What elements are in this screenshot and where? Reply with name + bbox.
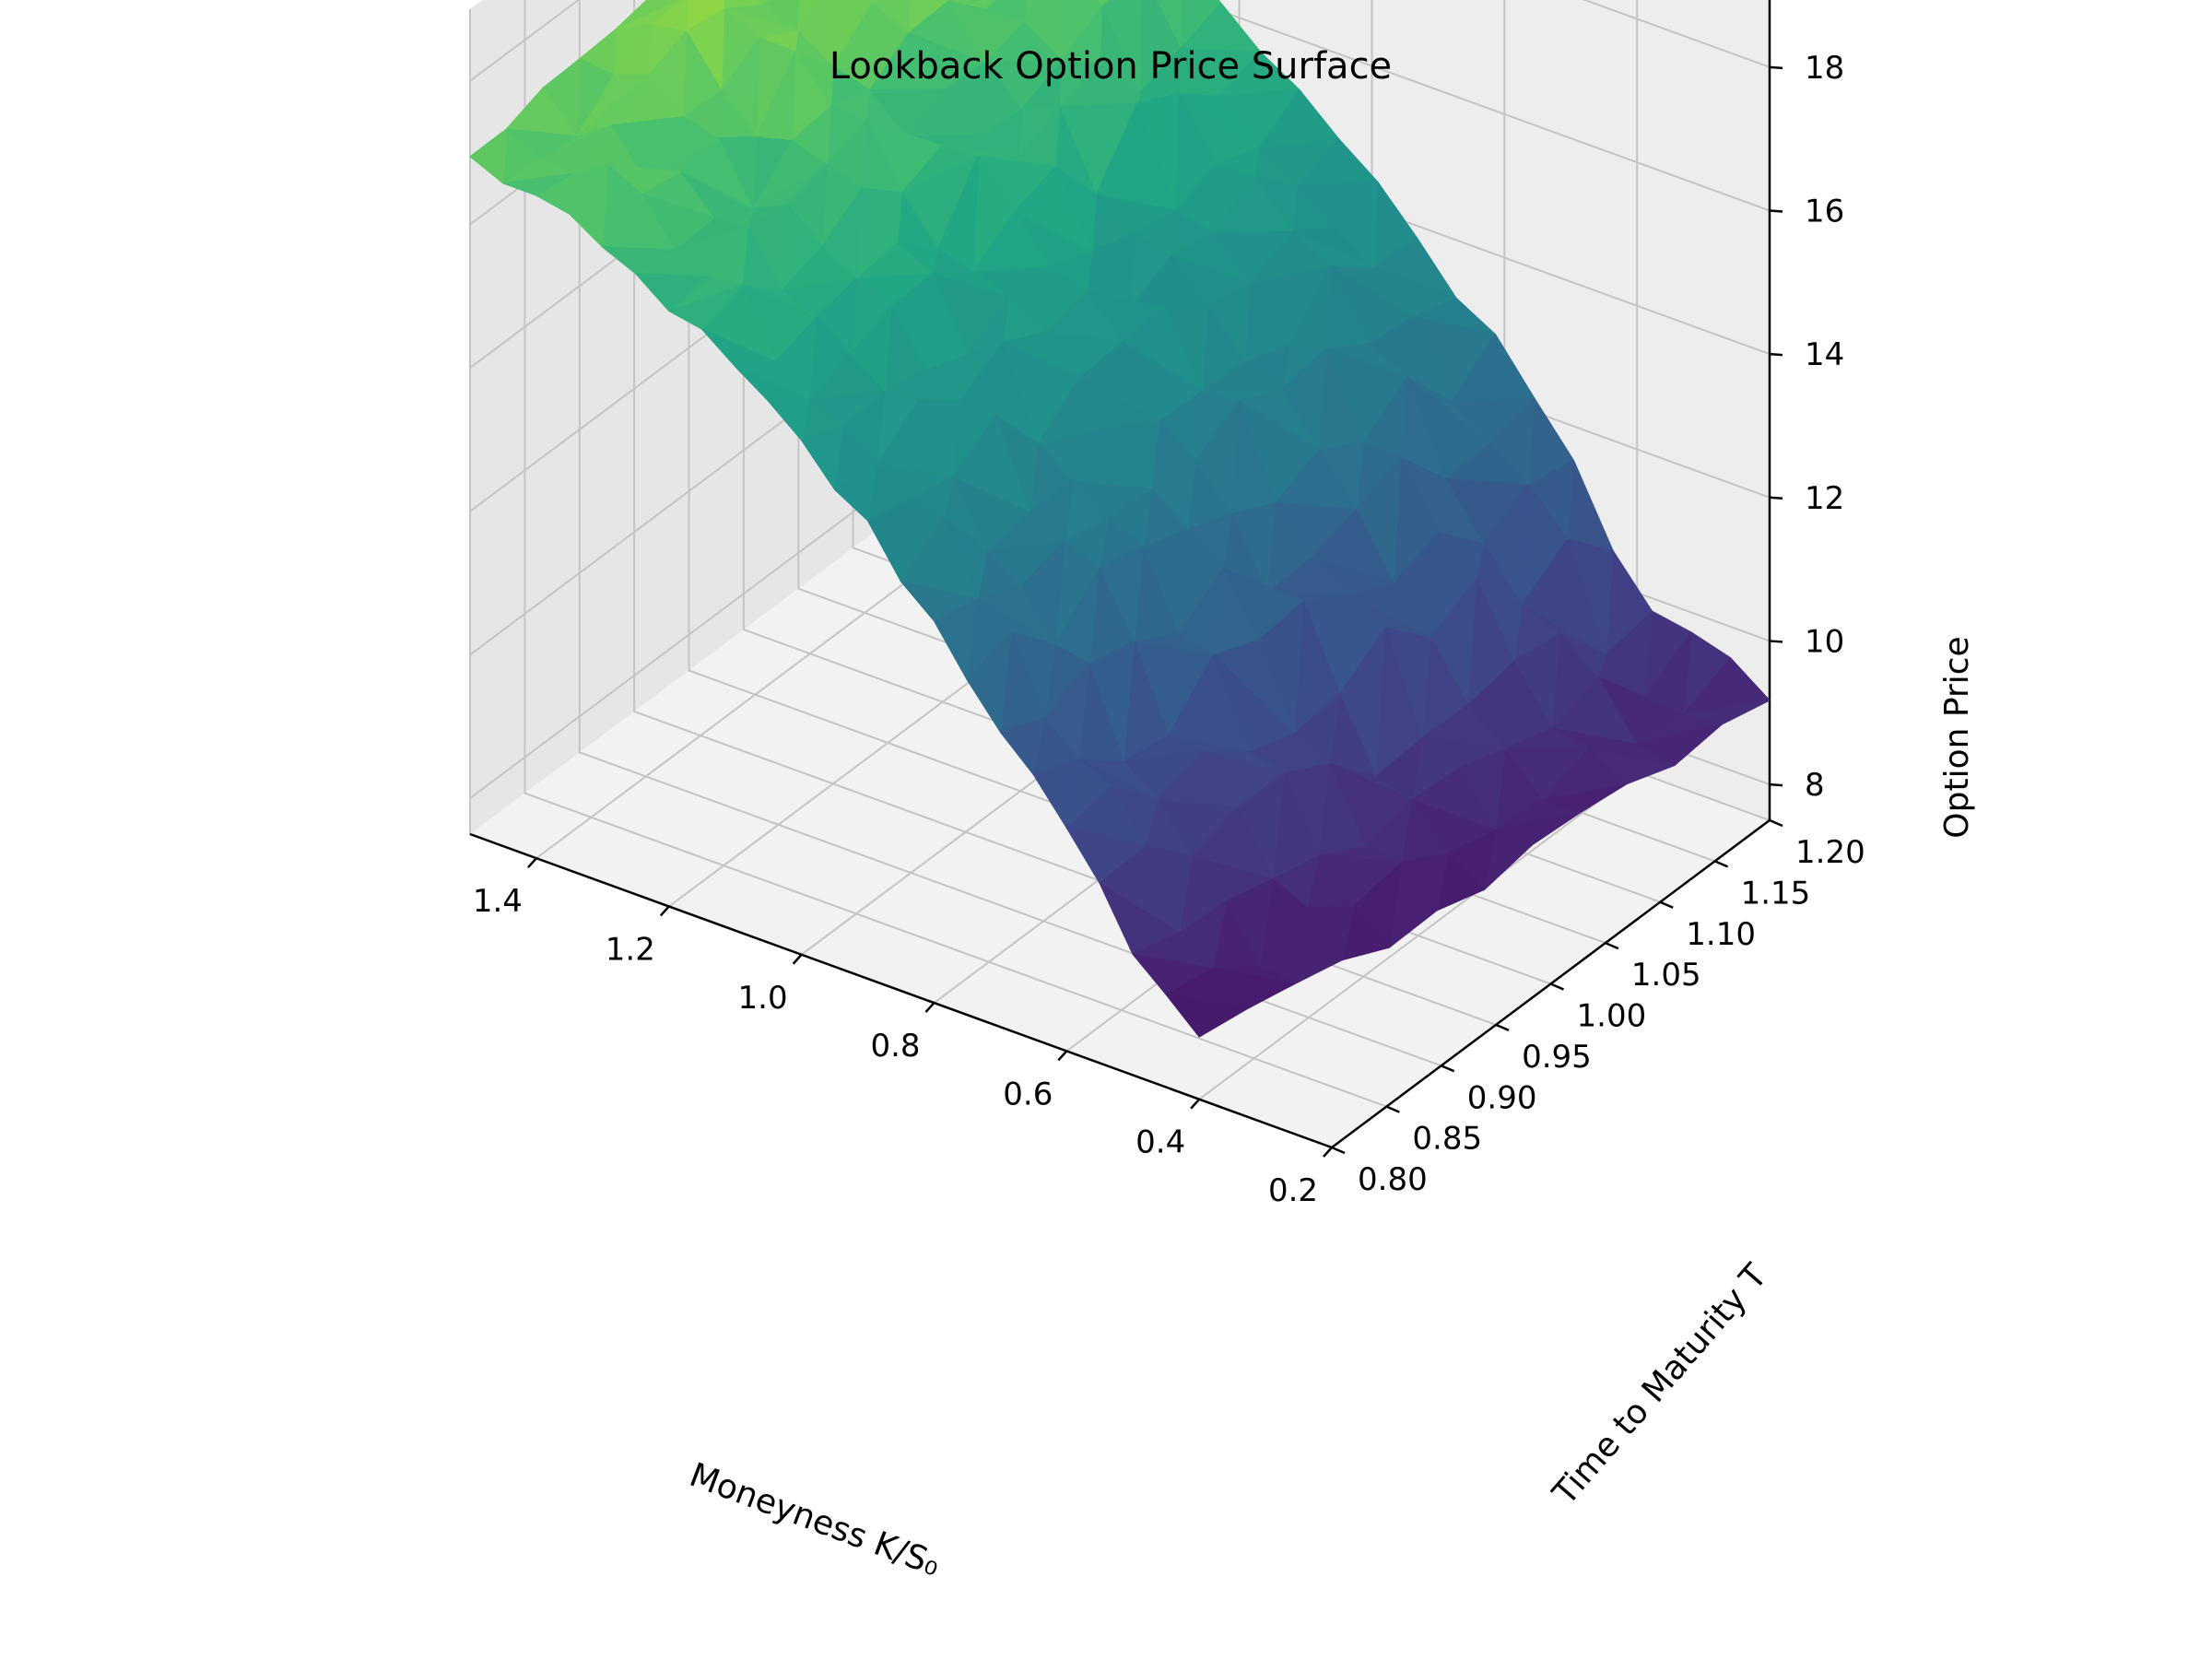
y-tick: [1495, 1023, 1510, 1032]
y-tick-label: 1.15: [1741, 875, 1811, 912]
y-tick-label: 1.20: [1795, 834, 1865, 871]
y-tick-label: 1.00: [1577, 998, 1647, 1035]
y-tick-label: 1.10: [1686, 916, 1756, 953]
price-surface: [469, 0, 1771, 1038]
y-tick-label: 0.85: [1412, 1121, 1482, 1158]
x-tick-label: 1.2: [606, 932, 655, 969]
x-tick: [1190, 1098, 1201, 1110]
y-tick: [1659, 900, 1674, 909]
y-tick: [1385, 1105, 1400, 1113]
x-tick: [792, 953, 803, 965]
y-tick-label: 1.05: [1631, 957, 1701, 994]
z-tick-label: 16: [1805, 194, 1844, 230]
z-tick: [1769, 209, 1783, 213]
surface-facet: [569, 163, 608, 248]
surface-facet: [701, 328, 777, 368]
y-tick: [1441, 1065, 1455, 1073]
y-tick: [1769, 818, 1783, 828]
surface-facet: [833, 465, 877, 522]
y-tick: [1714, 860, 1729, 868]
y-tick-label: 0.95: [1522, 1039, 1592, 1076]
chart-title: Lookback Option Price Surface: [830, 45, 1392, 88]
axis-ticks: 1.4 1.2 1.0 0.8 0.6 0.4 0.2 0.800.85 0.900.95 1.0…: [473, 50, 1865, 1209]
surface-facet: [635, 273, 710, 312]
x-axis-line: [469, 832, 1333, 1149]
surface-facet: [999, 717, 1046, 776]
z-tick: [1769, 352, 1783, 357]
x-tick-label: 1.0: [738, 980, 788, 1017]
y-tick: [1605, 941, 1619, 950]
surface-facet: [1165, 994, 1248, 1038]
y-gridline: [524, 0, 1387, 1108]
z-tick-label: 12: [1805, 480, 1844, 517]
surface-facet: [768, 399, 810, 441]
x-tick: [924, 1002, 935, 1013]
surface-facet: [866, 0, 877, 5]
x-tick-label: 0.2: [1268, 1172, 1318, 1209]
x-tick: [659, 905, 670, 917]
surface-facet: [668, 285, 743, 330]
surface-facet: [1032, 759, 1079, 829]
x-tick-label: 0.4: [1135, 1124, 1185, 1161]
y-tick: [1331, 1146, 1346, 1155]
surface-facet: [602, 246, 676, 275]
x-axis-label: Moneyness K/S₀: [685, 1456, 946, 1584]
z-tick-label: 8: [1805, 767, 1825, 804]
x-tick: [1057, 1050, 1068, 1062]
z-tick-label: 10: [1805, 623, 1844, 660]
y-tick-label: 0.80: [1358, 1161, 1428, 1198]
z-tick: [1769, 496, 1783, 500]
z-tick: [1769, 65, 1783, 70]
z-tick-label: 18: [1805, 50, 1844, 87]
x-tick: [526, 857, 537, 868]
surface-facet: [966, 630, 1012, 733]
x-tick: [1323, 1147, 1333, 1158]
y-tick: [1550, 982, 1564, 991]
z-tick: [1769, 782, 1783, 787]
z-tick-label: 14: [1805, 336, 1844, 373]
surface-facet: [502, 172, 575, 196]
x-tick-label: 1.4: [473, 883, 523, 920]
z-axis-label: Option Price: [1938, 636, 1976, 838]
surface-facet: [866, 499, 912, 582]
y-tick-label: 0.90: [1467, 1079, 1537, 1116]
surface-facet: [800, 427, 844, 490]
surface-facet: [469, 128, 508, 184]
x-tick-label: 0.6: [1003, 1076, 1053, 1112]
x-tick-label: 0.8: [870, 1028, 920, 1065]
surface-facet: [933, 597, 979, 681]
y-axis-label: Time to Maturity T: [1546, 1256, 1775, 1512]
